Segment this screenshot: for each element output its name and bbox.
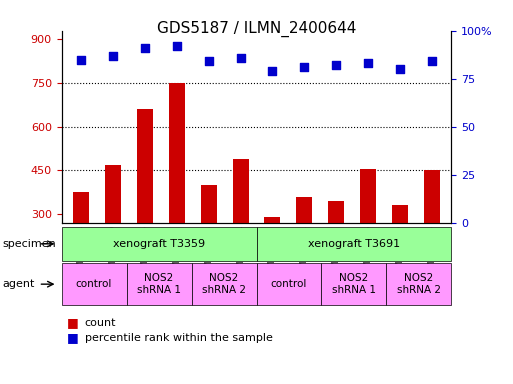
Point bbox=[205, 58, 213, 65]
Text: NOS2
shRNA 2: NOS2 shRNA 2 bbox=[202, 273, 246, 295]
Point bbox=[332, 62, 341, 68]
Bar bbox=[73, 192, 89, 301]
Bar bbox=[360, 169, 377, 301]
Bar bbox=[328, 201, 344, 301]
Text: NOS2
shRNA 1: NOS2 shRNA 1 bbox=[137, 273, 181, 295]
Point bbox=[428, 58, 437, 65]
Point bbox=[396, 66, 404, 72]
Point bbox=[109, 53, 117, 59]
Bar bbox=[169, 83, 185, 301]
Point bbox=[141, 45, 149, 51]
Text: count: count bbox=[85, 318, 116, 328]
Bar bbox=[232, 159, 248, 301]
Text: xenograft T3359: xenograft T3359 bbox=[113, 239, 205, 249]
Point bbox=[268, 68, 277, 74]
Text: xenograft T3691: xenograft T3691 bbox=[308, 239, 400, 249]
Point bbox=[364, 60, 372, 66]
Bar bbox=[265, 217, 281, 301]
Text: agent: agent bbox=[3, 279, 35, 289]
Bar bbox=[136, 109, 153, 301]
Text: specimen: specimen bbox=[3, 239, 56, 249]
Bar bbox=[297, 197, 312, 301]
Text: control: control bbox=[76, 279, 112, 289]
Text: percentile rank within the sample: percentile rank within the sample bbox=[85, 333, 272, 343]
Point bbox=[300, 64, 308, 70]
Text: GDS5187 / ILMN_2400644: GDS5187 / ILMN_2400644 bbox=[157, 21, 356, 37]
Text: control: control bbox=[271, 279, 307, 289]
Text: ■: ■ bbox=[67, 316, 78, 329]
Bar bbox=[392, 205, 408, 301]
Point bbox=[76, 56, 85, 63]
Text: NOS2
shRNA 1: NOS2 shRNA 1 bbox=[332, 273, 376, 295]
Point bbox=[172, 43, 181, 49]
Point bbox=[236, 55, 245, 61]
Text: ■: ■ bbox=[67, 331, 78, 344]
Bar bbox=[201, 185, 216, 301]
Bar bbox=[424, 170, 440, 301]
Text: NOS2
shRNA 2: NOS2 shRNA 2 bbox=[397, 273, 441, 295]
Bar bbox=[105, 164, 121, 301]
